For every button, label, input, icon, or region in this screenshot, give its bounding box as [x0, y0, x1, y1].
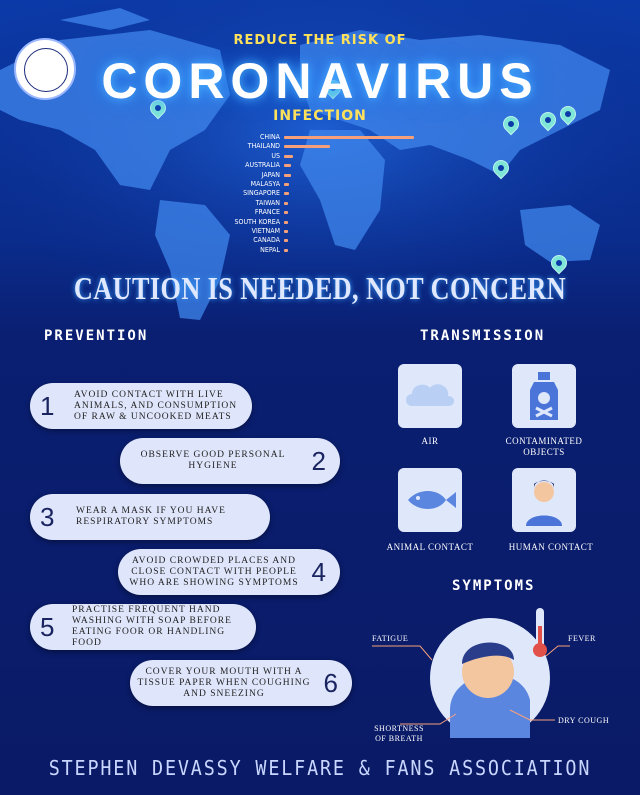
bar-label: US — [271, 151, 280, 160]
prevention-text: WEAR A MASK IF YOU HAVE RESPIRATORY SYMP… — [76, 506, 226, 527]
prevention-number: 6 — [323, 668, 338, 698]
bar-label: AUSTRALIA — [245, 161, 280, 170]
bar-label: FRANCE — [254, 208, 280, 217]
bar-label: TAIWAN — [255, 198, 280, 207]
footer-association: STEPHEN DEVASSY WELFARE & FANS ASSOCIATI… — [48, 756, 592, 780]
bar-row: THAILAND — [212, 142, 452, 151]
symptom-fever: FEVER — [568, 634, 596, 643]
transmission-label: CONTAMINATED OBJECTS — [505, 436, 583, 457]
prevention-heading: PREVENTION — [44, 328, 149, 344]
prevention-number: 4 — [311, 557, 326, 587]
bar-label: THAILAND — [247, 142, 280, 151]
prevention-text: PRACTISE FREQUENT HAND WASHING WITH SOAP… — [72, 605, 232, 648]
symptom-shortness-of-breath: SHORTNESS OF BREATH — [374, 724, 424, 743]
bar-row: FRANCE — [212, 208, 452, 217]
page-title: CORONAVIRUS — [101, 53, 539, 109]
prevention-item-3: 3 WEAR A MASK IF YOU HAVE RESPIRATORY SY… — [30, 494, 270, 540]
transmission-heading: TRANSMISSION — [420, 328, 546, 344]
bar-label: NEPAL — [260, 245, 280, 254]
caution-banner: CAUTION IS NEEDED, NOT CONCERN — [73, 270, 567, 306]
prevention-number: 3 — [40, 502, 55, 532]
bar-label: VIETNAM — [251, 226, 280, 235]
bar — [284, 211, 288, 215]
prevention-item-4: AVOID CROWDED PLACES AND CLOSE CONTACT W… — [118, 549, 340, 595]
prevention-item-5: 5 PRACTISE FREQUENT HAND WASHING WITH SO… — [30, 604, 256, 650]
association-logo — [14, 38, 76, 100]
bar-row: MALASYA — [212, 180, 452, 189]
poison-bottle-icon — [530, 372, 558, 420]
prevention-text: COVER YOUR MOUTH WITH A TISSUE PAPER WHE… — [137, 666, 311, 699]
bar-label: SOUTH KOREA — [234, 217, 280, 226]
symptoms-heading: SYMPTOMS — [452, 578, 536, 594]
prevention-item-1: 1 AVOID CONTACT WITH LIVE ANIMALS, AND C… — [30, 383, 252, 429]
header-kicker: REDUCE THE RISK OF — [233, 33, 407, 48]
bar — [284, 164, 291, 168]
prevention-text: AVOID CROWDED PLACES AND CLOSE CONTACT W… — [129, 555, 299, 588]
human-card — [512, 468, 576, 532]
bar-label: CHINA — [259, 133, 280, 141]
bar — [284, 154, 294, 158]
bar-label: CANADA — [253, 236, 280, 245]
country-bar-chart: CHINA THAILAND US AUSTRALIA JAPAN MALASYA SING… — [212, 133, 452, 255]
bar — [284, 248, 288, 252]
bar-row: CHINA — [212, 133, 452, 142]
bar-row: US — [212, 152, 452, 161]
bar-row: SINGAPORE — [212, 189, 452, 198]
prevention-number: 5 — [40, 612, 55, 642]
bar — [284, 239, 288, 243]
bar-row: VIETNAM — [212, 227, 452, 236]
bar — [284, 173, 291, 177]
bar — [284, 182, 290, 186]
prevention-number: 2 — [311, 446, 326, 476]
animal-card — [398, 468, 462, 532]
fish-icon — [408, 491, 456, 509]
prevention-number: 1 — [40, 391, 55, 421]
symptom-connector-lines — [372, 645, 570, 725]
bar-label: SINGAPORE — [243, 189, 280, 198]
cloud-icon — [406, 384, 454, 406]
prevention-text: AVOID CONTACT WITH LIVE ANIMALS, AND CON… — [74, 389, 238, 422]
bar — [284, 145, 330, 149]
bar — [284, 201, 288, 205]
page-subtitle: INFECTION — [273, 108, 367, 124]
bar — [284, 229, 288, 233]
bar — [284, 136, 414, 139]
air-card — [398, 364, 462, 428]
transmission-label: HUMAN CONTACT — [508, 542, 594, 552]
bar-row: NEPAL — [212, 246, 452, 255]
bar-row: TAIWAN — [212, 199, 452, 208]
bar-row: JAPAN — [212, 171, 452, 180]
person-icon — [526, 480, 562, 526]
bar-label: MALASYA — [250, 179, 280, 188]
transmission-label: AIR — [421, 436, 439, 446]
bar-row: AUSTRALIA — [212, 161, 452, 170]
symptom-dry-cough: DRY COUGH — [558, 716, 610, 725]
symptom-fatigue: FATIGUE — [372, 634, 409, 643]
contaminated-card — [512, 364, 576, 428]
transmission-label: ANIMAL CONTACT — [386, 542, 474, 552]
bar — [284, 192, 290, 196]
sick-person-illustration — [430, 608, 550, 738]
bar-row: CANADA — [212, 236, 452, 245]
bar — [284, 220, 288, 224]
bar-row: SOUTH KOREA — [212, 218, 452, 227]
prevention-item-6: COVER YOUR MOUTH WITH A TISSUE PAPER WHE… — [130, 660, 352, 706]
prevention-item-2: OBSERVE GOOD PERSONAL HYGIENE 2 — [120, 438, 340, 484]
prevention-text: OBSERVE GOOD PERSONAL HYGIENE — [140, 450, 286, 471]
world-map — [0, 0, 640, 330]
bar-label: JAPAN — [261, 170, 280, 179]
